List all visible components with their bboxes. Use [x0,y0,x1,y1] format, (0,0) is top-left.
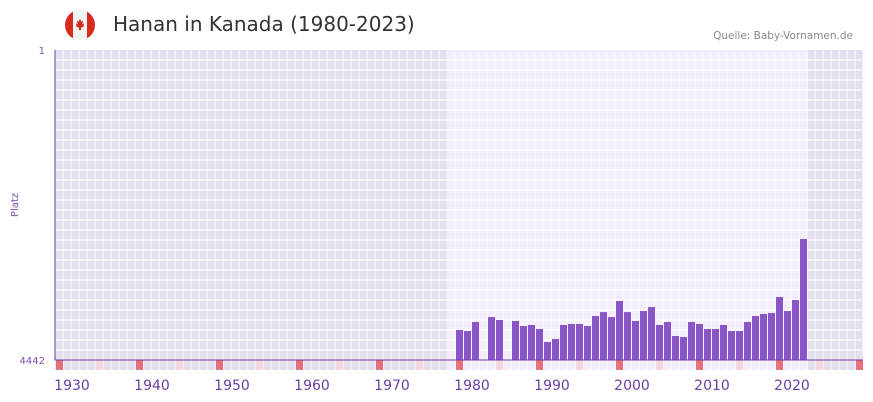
chart-title: Hanan in Kanada (1980-2023) [113,12,415,36]
x-tick-label: 1950 [214,378,250,394]
decade-marker [616,360,623,370]
bar-2006 [664,322,671,360]
bar-2008 [680,337,687,360]
x-tick-label: 1980 [454,378,490,394]
bar-2011 [704,329,711,360]
y-axis-label: Platz [10,193,21,217]
bar-1996 [584,326,591,360]
bar-1980 [456,329,463,360]
bar-1984 [488,317,495,360]
bar-2022 [792,300,799,360]
canada-flag-icon [65,10,95,40]
bar-1981 [464,331,471,360]
y-tick-top: 1 [39,46,45,57]
bar-2019 [768,313,775,360]
bar-1997 [592,316,599,360]
bar-2015 [736,331,743,360]
bar-1991 [544,341,551,360]
bar-1988 [520,326,527,360]
x-tick-label: 1930 [54,378,90,394]
bar-2002 [632,320,639,360]
half-decade-marker [816,360,823,370]
decade-marker [856,360,863,370]
half-decade-marker [656,360,663,370]
decade-marker [216,360,223,370]
half-decade-marker [416,360,423,370]
bar-2004 [648,307,655,360]
bar-1985 [496,320,503,360]
half-decade-marker [496,360,503,370]
bar-2020 [776,297,783,360]
half-decade-marker [576,360,583,370]
bar-2009 [688,322,695,360]
bar-2018 [760,313,767,360]
x-tick-label: 2010 [694,378,730,394]
bar-2000 [616,301,623,360]
bar-2021 [784,310,791,360]
source-link[interactable]: Quelle: Baby-Vornamen.de [713,30,853,42]
bar-1989 [528,325,535,360]
y-tick-bottom: 4442 [20,356,45,367]
decade-marker [296,360,303,370]
bar-2001 [624,312,631,360]
bar-1982 [472,322,479,360]
bar-2010 [696,323,703,360]
bar-1990 [536,329,543,360]
bar-2017 [752,316,759,360]
x-tick-label: 1960 [294,378,330,394]
half-decade-marker [176,360,183,370]
half-decade-marker [736,360,743,370]
bar-1998 [600,312,607,360]
bar-1999 [608,317,615,360]
bar-2003 [640,310,647,360]
bar-1987 [512,320,519,360]
half-decade-marker [336,360,343,370]
decade-marker [776,360,783,370]
decade-marker [696,360,703,370]
half-decade-marker [256,360,263,370]
bar-2007 [672,335,679,360]
decade-marker [136,360,143,370]
bar-1994 [568,323,575,360]
half-decade-marker [96,360,103,370]
bar-1995 [576,323,583,360]
x-tick-label: 2020 [774,378,810,394]
bar-1993 [560,325,567,360]
decade-marker [376,360,383,370]
bar-2013 [720,325,727,360]
bar-2014 [728,331,735,360]
decade-marker [56,360,63,370]
bar-2012 [712,329,719,360]
bar-2023 [800,239,807,360]
bar-2005 [656,325,663,360]
bar-1992 [552,338,559,360]
decade-marker [456,360,463,370]
x-tick-label: 1940 [134,378,170,394]
decade-marker [536,360,543,370]
x-tick-label: 2000 [614,378,650,394]
x-tick-label: 1990 [534,378,570,394]
bar-2016 [744,322,751,360]
x-tick-label: 1970 [374,378,410,394]
